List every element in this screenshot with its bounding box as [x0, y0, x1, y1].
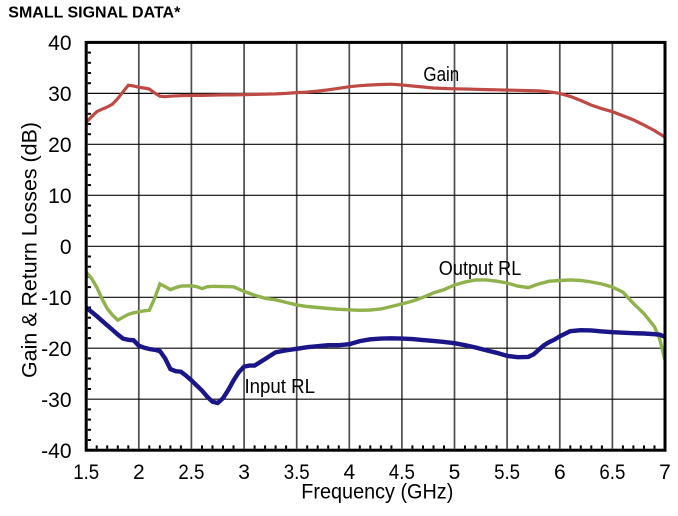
svg-text:5: 5 [449, 461, 461, 484]
svg-text:-30: -30 [41, 389, 71, 412]
svg-text:6.5: 6.5 [599, 461, 625, 484]
svg-text:7: 7 [659, 461, 671, 484]
svg-text:20: 20 [48, 134, 71, 157]
svg-text:4: 4 [343, 461, 355, 484]
svg-text:0: 0 [60, 236, 72, 259]
svg-text:40: 40 [48, 32, 71, 55]
svg-text:2: 2 [133, 461, 145, 484]
svg-text:Output RL: Output RL [439, 258, 522, 280]
svg-text:Gain: Gain [423, 64, 459, 86]
svg-text:-40: -40 [41, 440, 71, 463]
svg-text:Gain & Return Losses (dB): Gain & Return Losses (dB) [19, 122, 42, 378]
svg-text:10: 10 [48, 185, 71, 208]
svg-text:2.5: 2.5 [178, 461, 204, 484]
svg-text:30: 30 [48, 83, 71, 106]
svg-text:6: 6 [554, 461, 566, 484]
svg-text:Input RL: Input RL [245, 376, 316, 398]
svg-text:SMALL SIGNAL DATA*: SMALL SIGNAL DATA* [8, 5, 181, 22]
svg-text:Frequency (GHz): Frequency (GHz) [301, 480, 453, 503]
svg-text:-20: -20 [41, 338, 71, 361]
svg-text:3.5: 3.5 [284, 461, 310, 484]
svg-text:4.5: 4.5 [389, 461, 415, 484]
svg-text:-10: -10 [41, 287, 71, 310]
svg-text:5.5: 5.5 [494, 461, 520, 484]
svg-text:1.5: 1.5 [73, 461, 99, 484]
svg-text:3: 3 [238, 461, 250, 484]
